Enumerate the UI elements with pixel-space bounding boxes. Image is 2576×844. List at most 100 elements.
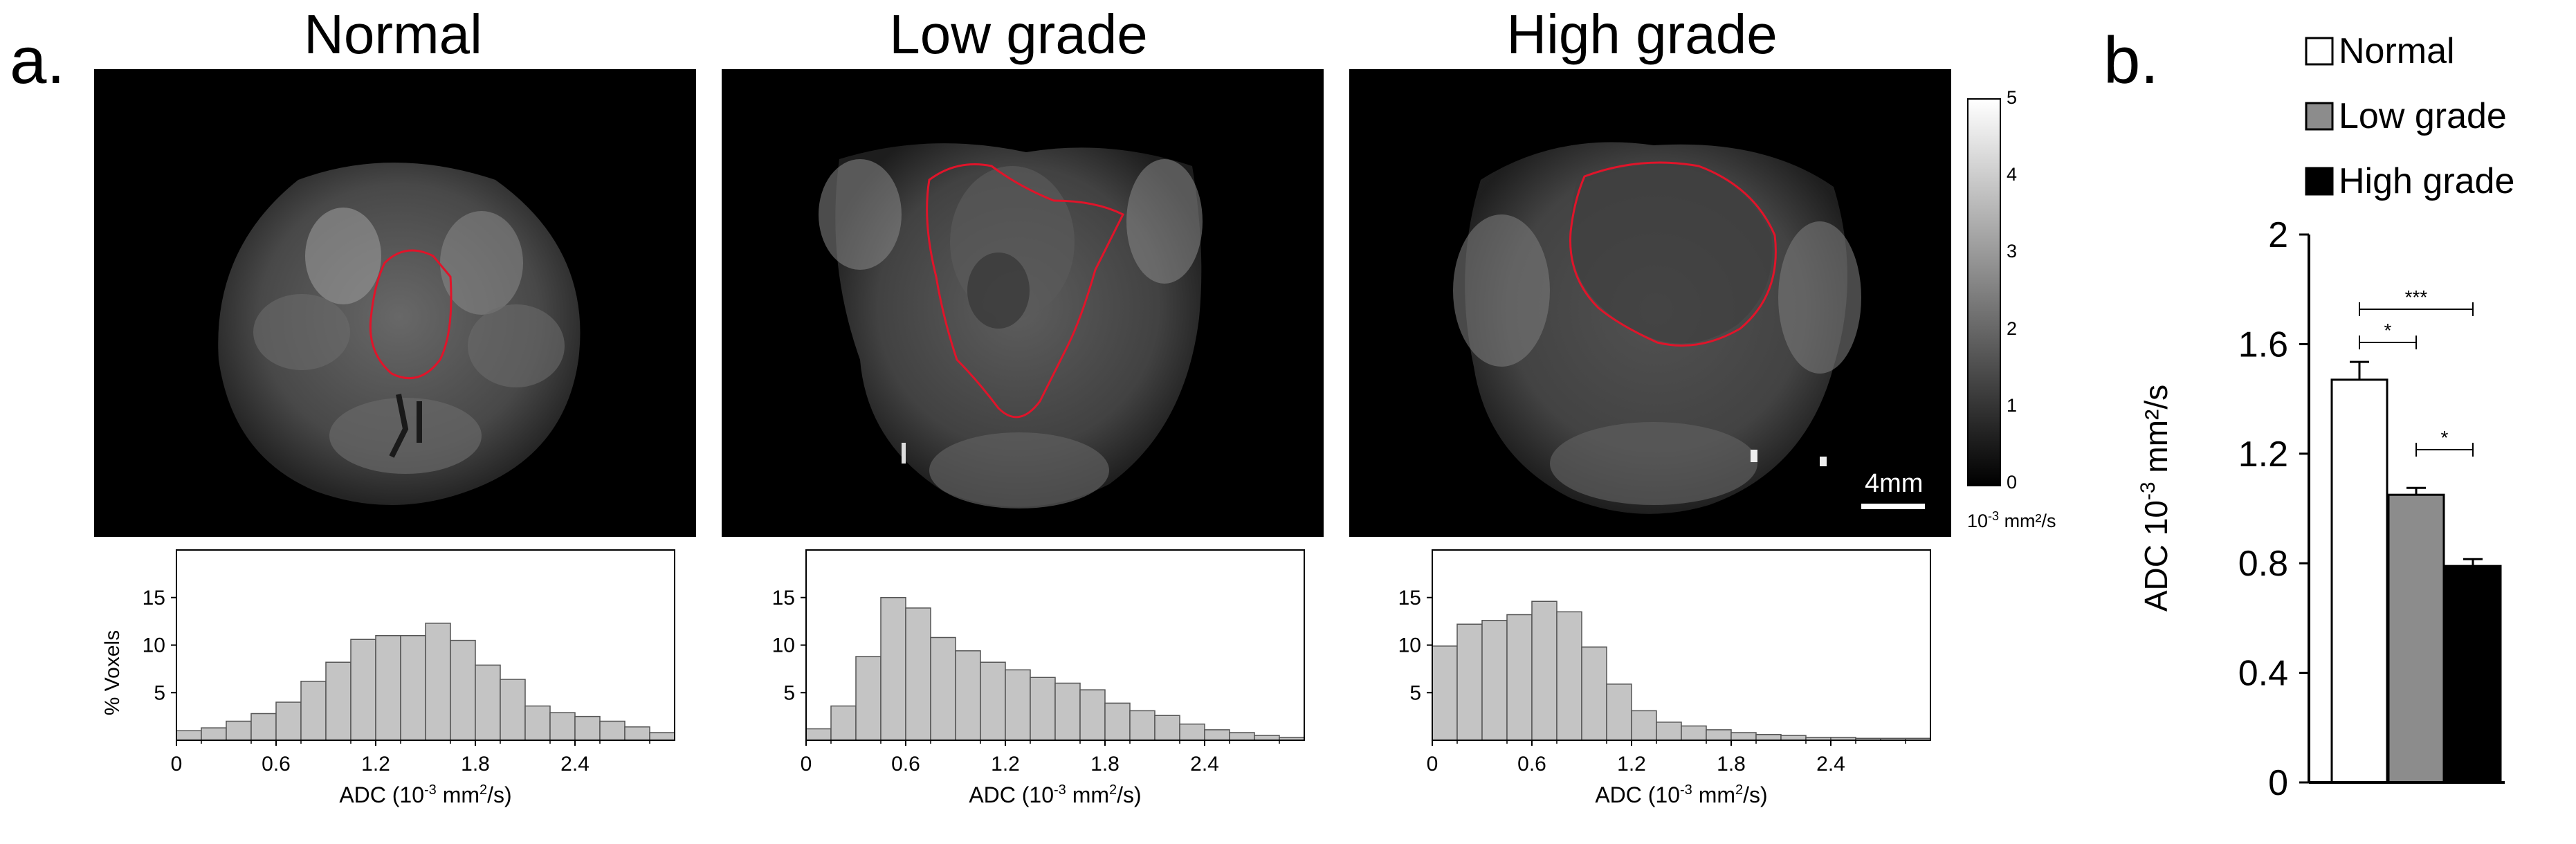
x-tick-label: 0 [801,753,812,776]
y-tick-label: 0 [2268,763,2288,803]
y-tick-label: 10 [143,634,165,657]
mri-image-normal [94,69,696,537]
histogram-bar [1432,645,1458,741]
histogram-bar [1104,702,1131,741]
histogram-bar [1129,710,1155,741]
x-tick-label: 0.6 [891,753,920,776]
colorbar-tick: 3 [2007,241,2018,262]
histogram-bar [549,712,576,741]
histogram-bar [325,661,351,741]
histogram-bar [930,636,956,741]
histogram-bar [1556,611,1582,741]
x-tick-label: 2.4 [560,753,590,776]
colorbar-tick: 0 [2007,472,2018,493]
histogram-bar [375,635,401,741]
histogram-bar [880,597,906,741]
histogram-bar [500,679,526,741]
y-tick-label: 1.6 [2238,324,2288,365]
colorbar-tick: 1 [2007,395,2018,416]
adc-bar-chart: Normal Low grade High grade 0 0.4 0.8 1.2 1.6 2 A… [2137,31,2514,803]
scale-bar [1861,504,1925,509]
histogram-bar [176,730,202,741]
legend-label: Low grade [2339,96,2507,136]
histogram-bar [450,639,476,741]
image-title-low-grade: Low grade [889,3,1148,65]
x-tick-label: 2.4 [1816,753,1845,776]
histogram-low-grade: 0 0.6 1.2 1.8 2.4 5 10 15 ADC (10-3 mm2/s) [772,549,1305,807]
histogram-normal: 0 0.6 1.2 1.8 2.4 5 10 15 ADC (10-3 mm2/s) % Voxe… [101,549,675,807]
y-tick-label: 10 [1398,634,1421,657]
y-tick-label: 15 [143,587,165,609]
histogram-bar [1656,722,1682,741]
histogram-bar [1154,715,1180,741]
y-tick-label: 0.8 [2238,544,2288,584]
histogram-bar [1755,734,1782,741]
x-tick-label: 1.2 [1617,753,1646,776]
histogram-bar [1030,677,1056,741]
y-tick-label: 1.2 [2238,434,2288,475]
x-tick-label: 1.8 [1717,753,1746,776]
histogram-bar [1531,600,1558,741]
histogram-bar [649,732,675,741]
y-tick-label: 10 [772,634,795,657]
x-tick-label: 0 [1427,753,1438,776]
histogram-bar [1730,732,1757,741]
histogram-bar [855,656,881,741]
image-title-high-grade: High grade [1506,3,1778,65]
histogram-bar [275,701,302,741]
histogram-bar [1229,732,1255,741]
y-tick-label: 15 [1398,587,1421,609]
histogram-bar [1506,614,1533,741]
histogram-bar [1481,620,1508,741]
legend-label: High grade [2339,161,2514,201]
colorbar-tick: 5 [2007,87,2018,108]
histogram-bar [226,720,252,741]
x-axis-label: ADC (10-3 mm2/s) [969,782,1141,807]
histogram-bar [250,713,277,741]
significance-label: * [2441,427,2449,448]
legend-swatch [2305,167,2334,196]
legend-label: Normal [2339,31,2455,71]
histogram-bar [624,726,650,741]
scale-bar-label: 4mm [1865,469,1924,498]
histogram-bar [1204,729,1230,741]
mri-image-low-grade [722,69,1324,537]
legend-swatch [2305,37,2334,66]
x-tick-label: 0 [171,753,183,776]
x-tick-label: 1.8 [1090,753,1120,776]
y-tick-label: 15 [772,587,795,609]
histogram-bar [905,607,931,741]
histogram-bar [1005,669,1031,741]
x-tick-label: 1.8 [461,753,490,776]
y-tick-label: 0.4 [2238,654,2288,694]
histogram-high-grade: 0 0.6 1.2 1.8 2.4 5 10 15 ADC (10-3 mm2/s) [1398,549,1931,807]
histogram-bar [300,681,327,741]
histogram-bar [1254,735,1280,741]
colorbar-unit: 10-3 mm²/s [1967,509,2056,531]
image-title-normal: Normal [304,3,482,65]
histogram-bar [805,728,832,741]
mri-image-high-grade: 4mm [1349,69,1951,537]
colorbar-tick: 2 [2007,318,2018,339]
histogram-bar [830,705,857,741]
histogram-bar [1631,710,1657,741]
x-axis-label: ADC (10-3 mm2/s) [339,782,511,807]
histogram-bar [599,720,625,741]
histogram-bar [1780,735,1807,741]
histogram-bar [1581,646,1607,741]
x-tick-label: 0.6 [1517,753,1546,776]
histogram-bar [1706,729,1732,741]
x-tick-label: 1.2 [991,753,1020,776]
histogram-bar [425,623,451,741]
histogram-bar [524,705,551,741]
histogram-bar [980,661,1006,741]
x-tick-label: 1.2 [361,753,390,776]
colorbar [1967,98,2001,486]
histogram-bar [1606,684,1632,741]
panel-label-b: b. [2103,24,2159,98]
y-axis-label: ADC 10-3 mm²/s [2137,385,2174,612]
histogram-bar [400,635,426,741]
colorbar-tick: 4 [2007,164,2018,185]
histogram-bar [1179,723,1205,741]
x-tick-label: 0.6 [262,753,291,776]
